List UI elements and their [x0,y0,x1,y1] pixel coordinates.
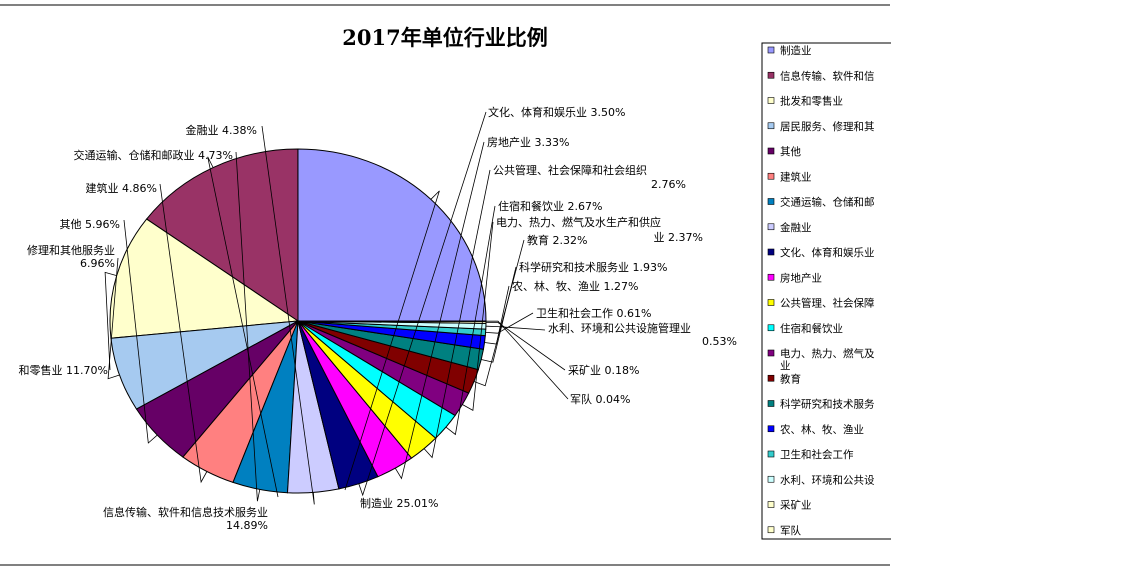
leader-line-16 [485,312,534,334]
legend-label-4: 其他 [780,145,801,158]
slice-label-6: 交通运输、仓储和邮政业 4.73% [74,148,233,162]
legend-swatch-1 [767,71,775,79]
legend-label-7: 金融业 [780,221,812,234]
leader-line-2 [104,271,117,371]
legend-label-8: 文化、体育和娱乐业 [780,246,875,259]
pie-slice-1 [145,148,299,322]
legend-swatch-18 [767,501,775,508]
legend-swatch-9 [767,273,775,281]
legend-swatch-13 [767,374,775,382]
slice-label-10-line2: 2.76% [651,178,686,191]
chart-title: 2017年单位行业比例 [342,25,547,50]
slice-label-3: 修理和其他服务业 [27,243,115,257]
legend-label-16: 卫生和社会工作 [780,448,854,461]
leader-line-14 [481,266,517,363]
legend-label-9: 房地产业 [780,271,822,284]
slice-label-17-line2: 0.53% [702,335,737,348]
leader-line-19 [486,320,569,400]
legend-swatch-19 [767,526,775,534]
pie-slices [109,148,487,494]
leader-line-11 [445,205,496,436]
slice-label-4: 其他 5.96% [60,218,120,231]
legend-label-10: 公共管理、社会保障 [780,297,875,310]
slice-label-2: 和零售业 11.70% [19,363,108,377]
leader-line-7 [261,125,315,505]
legend-swatch-0 [767,46,775,54]
legend-label-11: 住宿和餐饮业 [780,322,843,335]
legend-label-6: 交通运输、仓储和邮 [780,196,875,209]
legend-swatch-17 [767,475,775,483]
leader-line-10 [423,169,491,459]
legend-swatch-2 [767,97,775,104]
leader-line-6 [235,151,261,502]
legend-label-19: 军队 [780,524,801,537]
slice-label-3-line2: 6.96% [80,257,115,270]
legend-swatch-4 [767,147,775,155]
leader-line-8 [358,111,487,497]
legend-label-3: 居民服务、修理和其 [780,120,875,133]
pie-slice-0 [297,148,487,322]
leader-line-12 [462,221,494,411]
legend-swatch-3 [767,122,775,130]
leader-line-3 [107,257,120,380]
slice-label-13: 教育 2.32% [527,233,587,247]
slice-label-5: 建筑业 4.86% [86,181,157,195]
legend: 制造业信息传输、软件和信批发和零售业居民服务、修理和其其他建筑业交通运输、仓储和… [761,0,1138,577]
leader-line-15 [484,285,510,345]
leader-lines [104,111,569,505]
slice-label-11: 住宿和餐饮业 2.67% [498,199,602,213]
slice-label-1-line2: 14.89% [226,519,268,532]
legend-label-1: 信息传输、软件和信 [780,69,875,82]
legend-label-18: 采矿业 [780,499,812,512]
slice-label-14: 科学研究和技术服务业 1.93% [519,260,667,274]
slice-label-1: 信息传输、软件和信息技术服务业 [103,505,268,519]
slice-label-10: 公共管理、社会保障和社会组织 [493,163,647,177]
slice-label-0: 制造业 25.01% [360,496,438,510]
legend-label-0: 制造业 [780,44,812,57]
legend-label-5: 建筑业 [780,170,812,183]
slice-label-16: 卫生和社会工作 0.61% [536,306,651,320]
legend-label-17: 水利、环境和公共设 [780,473,875,486]
leader-line-18 [485,322,566,371]
legend-swatch-11 [767,324,775,332]
slice-label-8: 文化、体育和娱乐业 3.50% [488,105,625,119]
leader-line-17 [485,325,546,331]
legend-swatch-6 [767,198,775,205]
slice-label-15: 农、林、牧、渔业 1.27% [512,279,638,293]
legend-clip-mask [891,0,1138,577]
leader-line-0 [344,190,440,491]
slice-label-17: 水利、环境和公共设施管理业 [548,321,691,335]
slice-label-19: 军队 0.04% [570,392,630,406]
legend-swatch-7 [767,223,775,231]
leader-line-4 [123,219,158,444]
legend-swatch-8 [767,248,775,256]
slice-label-9: 房地产业 3.33% [487,135,569,149]
leader-line-1 [207,156,279,498]
slice-label-18: 采矿业 0.18% [568,364,639,377]
legend-swatch-10 [767,299,775,306]
legend-swatch-5 [767,172,775,180]
slice-label-12-line2: 业 2.37% [654,231,703,244]
legend-label-15: 农、林、牧、渔业 [780,423,864,436]
legend-swatch-15 [767,425,775,433]
slice-label-12: 电力、热力、燃气及水生产和供应 [496,215,661,229]
legend-label-2: 批发和零售业 [780,95,843,108]
slice-label-7: 金融业 4.38% [186,123,257,137]
legend-label-12-line2: 业 [780,360,791,372]
leader-line-5 [159,183,208,484]
legend-label-13: 教育 [780,372,801,385]
legend-box [761,42,903,540]
leader-line-9 [394,141,485,480]
legend-swatch-12 [767,349,775,357]
legend-swatch-16 [767,450,775,458]
legend-label-12: 电力、热力、燃气及 [780,347,875,360]
legend-swatch-14 [767,400,775,407]
legend-label-14: 科学研究和技术服务 [780,398,875,411]
